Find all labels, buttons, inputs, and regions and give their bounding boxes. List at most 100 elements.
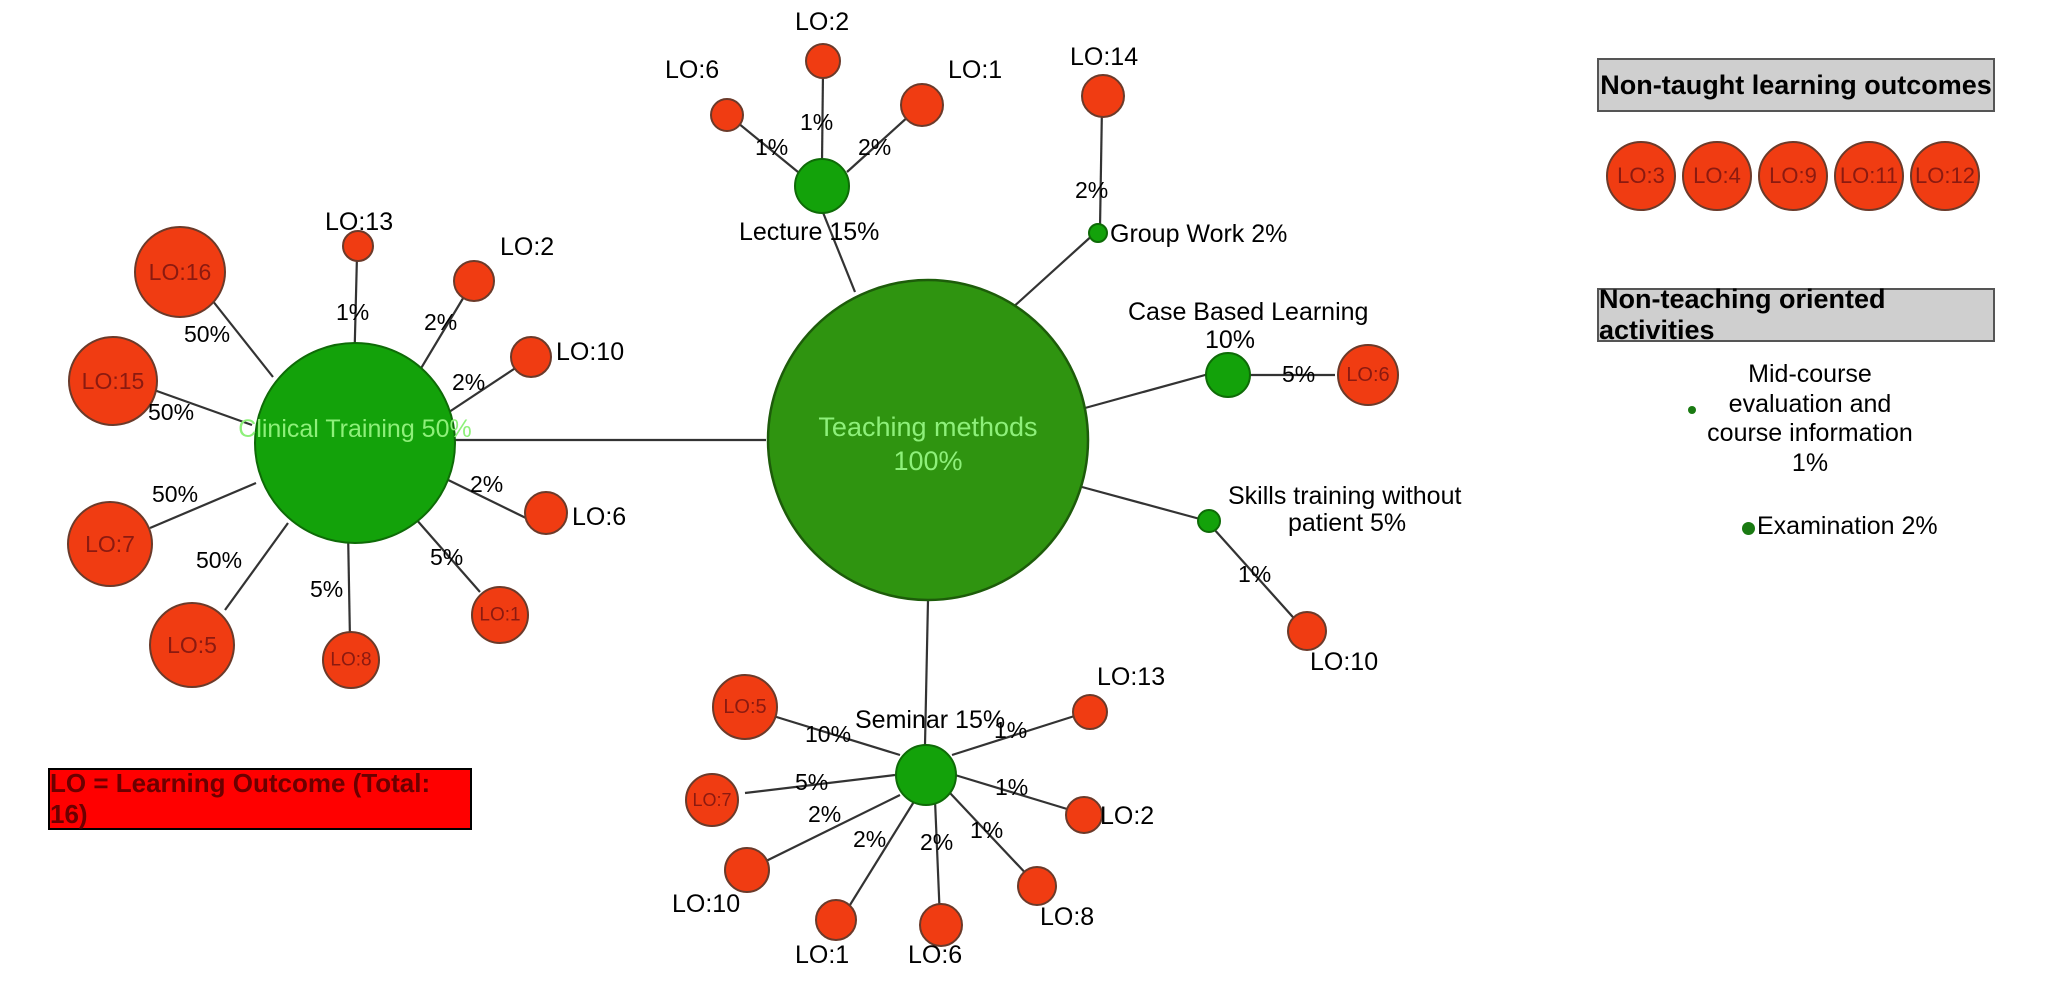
lo-bubble-cbl-lo6[interactable] — [1337, 344, 1399, 406]
edge-label-ct-lo7: 50% — [152, 481, 198, 507]
clinical-training-label: Clinical Training 50% — [238, 415, 471, 443]
teaching-methods-circle[interactable] — [766, 278, 1090, 602]
node-lecture[interactable]: Lecture 15% — [739, 158, 879, 246]
lo-bubble-sem-lo7[interactable] — [685, 773, 739, 827]
lecture-circle[interactable] — [794, 158, 850, 214]
lo-key-legend-box: LO = Learning Outcome (Total: 16) — [48, 768, 472, 830]
seminar-satellites: LO:5 LO:7 LO:10 LO:1 LO:6 LO:8 LO:2 LO:1… — [672, 663, 1165, 969]
edge-root-lecture — [820, 209, 857, 293]
mid-course-activity-label: Mid-course evaluation and course informa… — [1695, 360, 1925, 478]
case-based-learning-circle[interactable] — [1205, 352, 1251, 398]
lo-bubble-gw-lo14[interactable] — [1081, 74, 1125, 118]
teaching-methods-label-line1: Teaching methods — [818, 412, 1037, 442]
lecture-edges — [737, 71, 911, 173]
lo-label-sk-lo10: LO:10 — [1310, 648, 1378, 676]
lo-bubble-ct-lo15[interactable] — [68, 336, 158, 426]
node-skills-training[interactable]: Skills training without patient 5% LO:10… — [1197, 482, 1461, 676]
lo-bubble-sem-lo5[interactable] — [712, 674, 778, 740]
edge-root-groupwork — [1009, 232, 1096, 311]
non-taught-chip-lo3[interactable]: LO:3 — [1606, 141, 1676, 211]
lo-bubble-ct-lo5[interactable] — [149, 602, 235, 688]
edge-clinical-lo6 — [437, 474, 531, 521]
lo-bubble-lec-lo1[interactable] — [900, 83, 944, 127]
lo-bubble-label-ct-lo7: LO:7 — [85, 531, 135, 557]
skills-training-circle[interactable] — [1197, 509, 1221, 533]
lo-bubble-label-ct-lo15: LO:15 — [82, 368, 145, 394]
node-teaching-methods[interactable]: Teaching methods 100% — [766, 278, 1090, 602]
lo-bubble-ct-lo10[interactable] — [510, 336, 552, 378]
lo-label-ct-lo13: LO:13 — [325, 208, 393, 236]
edge-seminar-lo10 — [757, 794, 901, 866]
edge-skills-lo10 — [1212, 527, 1301, 626]
edge-clinical-lo7 — [149, 481, 257, 530]
lo-bubble-ct-lo8[interactable] — [322, 631, 380, 689]
lo-bubble-ct-lo2[interactable] — [453, 260, 495, 302]
edge-label-ct-lo1: 5% — [430, 544, 463, 570]
edge-clinical-lo16 — [211, 299, 274, 378]
non-taught-legend-header: Non-taught learning outcomes — [1597, 58, 1995, 112]
edge-label-sem-lo7: 5% — [795, 769, 828, 795]
edge-label-ct-lo8: 5% — [310, 576, 343, 602]
non-taught-chip-lo11[interactable]: LO:11 — [1834, 141, 1904, 211]
non-taught-chip-lo12[interactable]: LO:12 — [1910, 141, 1980, 211]
group-work-circle[interactable] — [1088, 223, 1108, 243]
edge-seminar-lo1 — [844, 799, 916, 914]
node-seminar[interactable]: Seminar 15% — [855, 706, 1005, 806]
lo-bubble-label-ct-lo5: LO:5 — [167, 632, 217, 658]
group-work-label: Group Work 2% — [1110, 220, 1287, 248]
lo-bubble-sem-lo2[interactable] — [1065, 796, 1103, 834]
node-case-based-learning[interactable]: Case Based Learning 10% LO:6 5% — [1128, 298, 1399, 406]
edge-label-ct-lo10: 2% — [452, 369, 485, 395]
lo-label-sem-lo8: LO:8 — [1040, 903, 1094, 931]
edge-label-ct-lo5: 50% — [196, 547, 242, 573]
case-based-learning-label-line2: 10% — [1205, 326, 1255, 354]
edge-clinical-lo1 — [407, 509, 481, 593]
lo-bubble-ct-lo6[interactable] — [524, 491, 568, 535]
edge-clinical-lo8 — [346, 529, 352, 641]
non-taught-chip-lo9[interactable]: LO:9 — [1758, 141, 1828, 211]
node-clinical-training[interactable]: Clinical Training 50% — [238, 342, 472, 544]
edge-seminar-lo5 — [769, 713, 901, 757]
lo-bubble-sem-lo13[interactable] — [1072, 694, 1108, 730]
teaching-methods-label-line2: 100% — [893, 446, 962, 476]
seminar-label: Seminar 15% — [855, 706, 1005, 734]
lo-bubble-label-ct-lo1: LO:1 — [479, 605, 520, 626]
non-taught-legend-title: Non-taught learning outcomes — [1600, 69, 1992, 100]
lo-bubble-ct-lo1[interactable] — [471, 586, 529, 644]
lo-bubble-lec-lo2[interactable] — [805, 43, 841, 79]
lo-key-legend-text: LO = Learning Outcome (Total: 16) — [50, 768, 431, 829]
non-teaching-legend-header: Non-teaching oriented activities — [1597, 284, 1995, 345]
node-group-work[interactable]: Group Work 2% LO:14 2% — [1070, 43, 1287, 248]
non-taught-chip-row: LO:3 LO:4 LO:9 LO:11 LO:12 — [1606, 141, 1980, 211]
lo-bubble-ct-lo16[interactable] — [134, 226, 226, 318]
lo-bubble-ct-lo7[interactable] — [67, 501, 153, 587]
edge-clinical-lo10 — [439, 364, 521, 419]
edge-label-ct-lo13: 1% — [336, 299, 369, 325]
lo-bubble-sk-lo10[interactable] — [1287, 611, 1327, 651]
seminar-circle[interactable] — [895, 744, 957, 806]
lo-bubble-lec-lo6[interactable] — [710, 98, 744, 132]
edge-label-lec-lo6: 1% — [755, 134, 788, 160]
lo-label-sem-lo13: LO:13 — [1097, 663, 1165, 691]
edge-label-lec-lo2: 1% — [800, 109, 833, 135]
lo-bubble-sem-lo6[interactable] — [919, 903, 963, 947]
clinical-edge-labels: 50% 50% 50% 50% 1% 2% 2% 2% 5% 5% — [148, 299, 503, 602]
edge-lecture-lo2 — [820, 71, 825, 164]
leaf-edges — [1098, 104, 1335, 626]
lo-bubble-sem-lo10[interactable] — [724, 847, 770, 893]
non-taught-chip-lo4[interactable]: LO:4 — [1682, 141, 1752, 211]
edge-label-sem-lo6: 2% — [920, 829, 953, 855]
lo-bubble-sem-lo8[interactable] — [1017, 866, 1057, 906]
clinical-training-circle[interactable] — [254, 342, 456, 544]
edge-label-sem-lo1: 2% — [853, 826, 886, 852]
lecture-label: Lecture 15% — [739, 218, 879, 246]
edge-root-cbl — [1084, 370, 1217, 410]
edge-label-ct-lo15: 50% — [148, 399, 194, 425]
edge-label-cbl-lo6: 5% — [1282, 361, 1315, 387]
lo-label-ct-lo2: LO:2 — [500, 233, 554, 261]
non-teaching-legend-title: Non-teaching oriented activities — [1599, 284, 1886, 345]
edge-label-ct-lo16: 50% — [184, 321, 230, 347]
skills-training-label-line2: patient 5% — [1288, 509, 1406, 537]
lo-bubble-ct-lo13[interactable] — [342, 230, 374, 262]
lo-bubble-sem-lo1[interactable] — [815, 899, 857, 941]
